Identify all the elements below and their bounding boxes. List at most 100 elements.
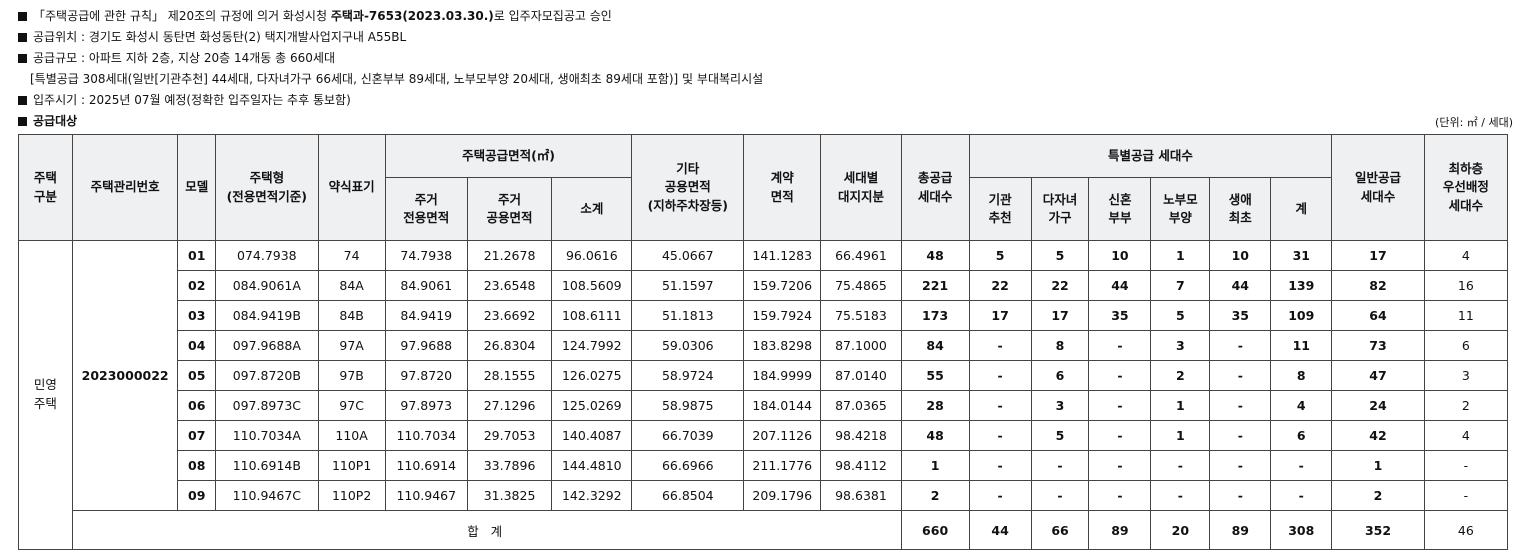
cell-abbr: 84B	[317, 300, 386, 331]
cell-unit-type: 110.7034A	[215, 420, 319, 451]
cell-unit-type: 097.9688A	[215, 330, 319, 361]
notice-line-target: 공급대상	[18, 111, 763, 132]
cell-sp-first: 35	[1209, 300, 1272, 331]
header-common-area: 주거 공용면적	[466, 177, 553, 241]
cell-total-supply: 221	[900, 270, 970, 301]
cell-sp-inst: -	[968, 390, 1032, 421]
scale-text: 공급규모 : 아파트 지하 2층, 지상 20층 14개동 총 660세대	[33, 51, 335, 65]
cell-abbr: 97A	[317, 330, 386, 361]
cell-sp-total: 31	[1270, 240, 1333, 271]
cell-sp-total: 4	[1270, 390, 1333, 421]
cell-total-supply: 2	[900, 480, 970, 511]
table-row: 민영 주택 2023000022 01 074.7938 74 74.7938 21.267…	[18, 240, 1509, 550]
cell-land-share: 87.0140	[820, 360, 902, 391]
cell-sp-inst: -	[968, 420, 1032, 451]
cell-sp-parents: 1	[1150, 390, 1211, 421]
cell-sp-first: -	[1209, 390, 1272, 421]
notice-line-location: 공급위치 : 경기도 화성시 동탄면 화성동탄(2) 택지개발사업지구내 A55…	[18, 27, 763, 48]
special-supply-text: [특별공급 308세대(일반[기관추천] 44세대, 다자녀가구 66세대, 신…	[30, 72, 764, 86]
cell-abbr: 110P2	[317, 480, 386, 511]
cell-sp-first: -	[1209, 420, 1272, 451]
cell-sp-total: -	[1270, 480, 1333, 511]
cell-lowest: 2	[1423, 390, 1509, 421]
cell-model: 07	[177, 420, 217, 451]
cell-unit-type: 074.7938	[215, 240, 319, 271]
cell-other-common: 51.1597	[631, 270, 745, 301]
cell-contract-area: 209.1796	[743, 480, 822, 511]
cell-model: 05	[177, 360, 217, 391]
cell-sp-total: -	[1270, 450, 1333, 481]
cell-common-area: 21.2678	[466, 240, 553, 271]
cell-sp-inst: -	[968, 480, 1032, 511]
cell-sp-total: 6	[1270, 420, 1333, 451]
notice-line-special: [특별공급 308세대(일반[기관추천] 44세대, 다자녀가구 66세대, 신…	[18, 69, 763, 90]
total-lowest: 46	[1423, 510, 1509, 550]
cell-sp-newly: -	[1088, 360, 1152, 391]
cell-general: 73	[1331, 330, 1425, 361]
total-general: 352	[1331, 510, 1425, 550]
notice-lines: 「주택공급에 관한 규칙」 제20조의 규정에 의거 화성시청 주택과-7653…	[18, 6, 763, 132]
cell-subtotal: 126.0275	[551, 360, 633, 391]
header-abbr: 약식표기	[317, 134, 386, 241]
table-row: 09 110.9467C 110P2 110.9467 31.3825 142.3292 6…	[19, 480, 1509, 511]
cell-model: 06	[177, 390, 217, 421]
cell-model: 01	[177, 240, 217, 271]
cell-sp-inst: -	[968, 330, 1032, 361]
header-sp-parents: 노부모 부양	[1150, 177, 1211, 241]
cell-common-area: 27.1296	[466, 390, 553, 421]
header-land-share: 세대별 대지지분	[820, 134, 902, 241]
cell-sp-total: 109	[1270, 300, 1333, 331]
cell-sp-multi: 17	[1030, 300, 1090, 331]
square-bullet-icon	[18, 11, 27, 21]
header-special: 특별공급 세대수	[968, 134, 1333, 178]
cell-common-area: 29.7053	[466, 420, 553, 451]
cell-total-supply: 48	[900, 240, 970, 271]
cell-private-area: 84.9419	[384, 300, 468, 331]
cell-sp-multi: 6	[1030, 360, 1090, 391]
header-total-supply: 총공급 세대수	[900, 134, 970, 241]
header-lowest: 최하층 우선배정 세대수	[1423, 134, 1509, 241]
cell-abbr: 110A	[317, 420, 386, 451]
cell-general: 82	[1331, 270, 1425, 301]
cell-sp-parents: -	[1150, 480, 1211, 511]
cell-common-area: 26.8304	[466, 330, 553, 361]
cell-lowest: 16	[1423, 270, 1509, 301]
cell-sp-newly: -	[1088, 330, 1152, 361]
cell-private-area: 97.8720	[384, 360, 468, 391]
table-row: 08 110.6914B 110P1 110.6914 33.7896 144.4810 6…	[19, 450, 1509, 481]
cell-housing-type: 민영 주택	[18, 240, 73, 550]
cell-total-supply: 28	[900, 390, 970, 421]
cell-model: 04	[177, 330, 217, 361]
cell-subtotal: 96.0616	[551, 240, 633, 271]
total-sp-newly: 89	[1088, 510, 1152, 550]
cell-sp-first: -	[1209, 360, 1272, 391]
notice-line-move-in: 입주시기 : 2025년 07월 예정(정확한 입주일자는 추후 통보함)	[18, 90, 763, 111]
cell-other-common: 51.1813	[631, 300, 745, 331]
cell-sp-parents: 3	[1150, 330, 1211, 361]
cell-other-common: 66.8504	[631, 480, 745, 511]
cell-private-area: 84.9061	[384, 270, 468, 301]
cell-private-area: 110.7034	[384, 420, 468, 451]
cell-general: 47	[1331, 360, 1425, 391]
cell-land-share: 87.0365	[820, 390, 902, 421]
square-bullet-icon	[18, 95, 27, 105]
cell-subtotal: 125.0269	[551, 390, 633, 421]
cell-unit-type: 110.6914B	[215, 450, 319, 481]
cell-unit-type: 084.9061A	[215, 270, 319, 301]
cell-sp-multi: 8	[1030, 330, 1090, 361]
approval-number: 주택과-7653(2023.03.30.)	[330, 9, 494, 23]
header-sp-multi: 다자녀 가구	[1030, 177, 1090, 241]
table-row: 07 110.7034A 110A 110.7034 29.7053 140.4087 66…	[19, 420, 1509, 451]
cell-other-common: 45.0667	[631, 240, 745, 271]
cell-model: 09	[177, 480, 217, 511]
cell-model: 02	[177, 270, 217, 301]
cell-sp-multi: 5	[1030, 420, 1090, 451]
table-row: 05 097.8720B 97B 97.8720 28.1555 126.0275 58.9…	[19, 360, 1509, 391]
cell-general: 2	[1331, 480, 1425, 511]
cell-lowest: -	[1423, 450, 1509, 481]
header-sp-total: 계	[1270, 177, 1333, 241]
header-sp-first: 생애 최초	[1209, 177, 1272, 241]
cell-subtotal: 124.7992	[551, 330, 633, 361]
notice-line-scale: 공급규모 : 아파트 지하 2층, 지상 20층 14개동 총 660세대	[18, 48, 763, 69]
cell-sp-total: 11	[1270, 330, 1333, 361]
